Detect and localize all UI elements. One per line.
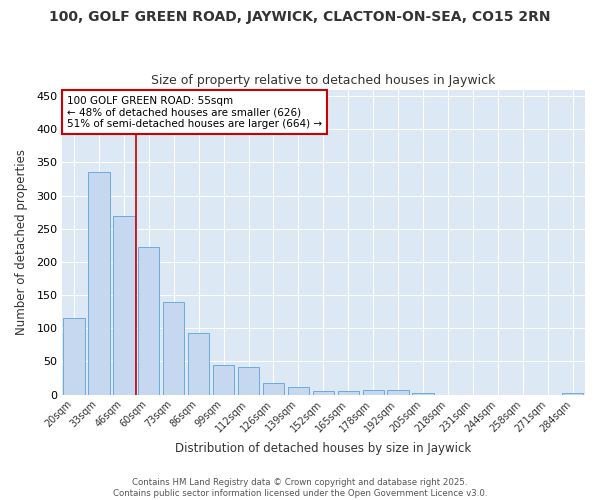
Bar bbox=[388, 390, 409, 394]
Bar bbox=[138, 246, 160, 394]
Bar bbox=[263, 382, 284, 394]
Bar bbox=[362, 390, 384, 394]
Bar bbox=[288, 388, 309, 394]
Bar bbox=[213, 364, 234, 394]
Bar bbox=[313, 390, 334, 394]
Bar bbox=[64, 318, 85, 394]
Text: 100 GOLF GREEN ROAD: 55sqm
← 48% of detached houses are smaller (626)
51% of sem: 100 GOLF GREEN ROAD: 55sqm ← 48% of deta… bbox=[67, 96, 322, 129]
Bar bbox=[88, 172, 110, 394]
Text: 100, GOLF GREEN ROAD, JAYWICK, CLACTON-ON-SEA, CO15 2RN: 100, GOLF GREEN ROAD, JAYWICK, CLACTON-O… bbox=[49, 10, 551, 24]
Bar bbox=[113, 216, 134, 394]
Bar bbox=[412, 392, 434, 394]
Bar bbox=[163, 302, 184, 394]
Y-axis label: Number of detached properties: Number of detached properties bbox=[15, 149, 28, 335]
Bar bbox=[562, 392, 583, 394]
Bar bbox=[238, 368, 259, 394]
Text: Contains HM Land Registry data © Crown copyright and database right 2025.
Contai: Contains HM Land Registry data © Crown c… bbox=[113, 478, 487, 498]
Bar bbox=[338, 392, 359, 394]
X-axis label: Distribution of detached houses by size in Jaywick: Distribution of detached houses by size … bbox=[175, 442, 472, 455]
Bar bbox=[188, 333, 209, 394]
Title: Size of property relative to detached houses in Jaywick: Size of property relative to detached ho… bbox=[151, 74, 496, 87]
